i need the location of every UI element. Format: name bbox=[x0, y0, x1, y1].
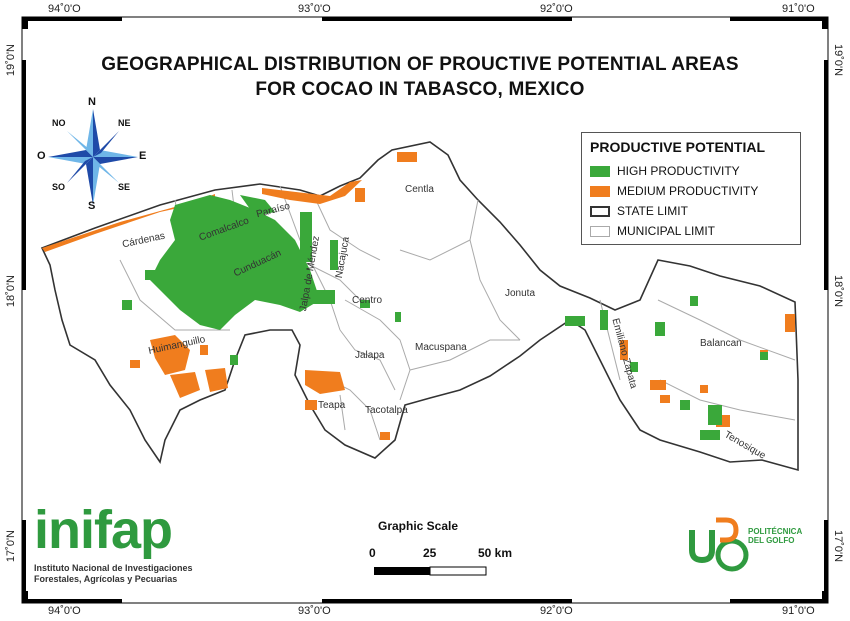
coord-bottom-92: 92˚0'O bbox=[540, 605, 573, 617]
compass-so: SO bbox=[52, 182, 66, 192]
upg-logo-graphic bbox=[689, 517, 749, 572]
compass-e: E bbox=[139, 150, 147, 162]
compass-no: NO bbox=[52, 118, 66, 128]
upg-logo-text: POLITÉCNICA DEL GOLFO bbox=[748, 527, 802, 545]
coord-bottom-91: 91˚0'O bbox=[782, 605, 815, 617]
coord-left-17: 17˚0'N bbox=[5, 530, 17, 563]
legend-swatch-municipal bbox=[590, 225, 610, 237]
compass-n: N bbox=[88, 96, 96, 108]
coord-bottom-93: 93˚0'O bbox=[298, 605, 331, 617]
medium-productivity-areas bbox=[42, 152, 795, 440]
coord-bottom-94: 94˚0'O bbox=[48, 605, 81, 617]
scale-bar bbox=[374, 566, 487, 576]
compass-rose-graphic bbox=[48, 109, 138, 205]
scale-label-0: 0 bbox=[369, 546, 376, 560]
coord-left-19: 19˚0'N bbox=[5, 44, 17, 77]
map-title-line1: GEOGRAPHICAL DISTRIBUTION OF PROUCTIVE P… bbox=[101, 54, 739, 75]
coord-top-94: 94˚0'O bbox=[48, 3, 81, 15]
legend-label-state: STATE LIMIT bbox=[617, 204, 688, 218]
town-centro: Centro bbox=[352, 295, 383, 306]
compass-se: SE bbox=[118, 182, 131, 192]
town-balancan: Balancan bbox=[700, 338, 742, 349]
coord-top-93: 93˚0'O bbox=[298, 3, 331, 15]
inifap-line2: Forestales, Agrícolas y Pecuarias bbox=[34, 574, 178, 584]
inifap-line1: Instituto Nacional de Investigaciones bbox=[34, 563, 193, 573]
legend-label-high: HIGH PRODUCTIVITY bbox=[617, 164, 740, 178]
town-macuspana: Macuspana bbox=[415, 342, 467, 353]
compass-ne: NE bbox=[118, 118, 131, 128]
scale-title: Graphic Scale bbox=[378, 519, 459, 533]
town-centla: Centla bbox=[405, 184, 434, 195]
municipal-limits bbox=[119, 185, 796, 441]
compass-o: O bbox=[37, 150, 46, 162]
scale-label-50: 50 km bbox=[478, 546, 513, 560]
legend-item-high: HIGH PRODUCTIVITY bbox=[590, 161, 792, 181]
legend: PRODUCTIVE POTENTIAL HIGH PRODUCTIVITY M… bbox=[581, 132, 801, 245]
scale-label-25: 25 bbox=[423, 546, 437, 560]
legend-swatch-high bbox=[590, 165, 610, 177]
inifap-logo: inifap bbox=[34, 500, 173, 560]
town-tacotalpa: Tacotalpa bbox=[365, 405, 408, 416]
legend-label-municipal: MUNICIPAL LIMIT bbox=[617, 224, 716, 238]
legend-item-municipal: MUNICIPAL LIMIT bbox=[590, 221, 792, 241]
map-title: GEOGRAPHICAL DISTRIBUTION OF PROUCTIVE P… bbox=[40, 52, 800, 102]
compass-s: S bbox=[88, 200, 96, 212]
map-title-line2: FOR COCAO IN TABASCO, MEXICO bbox=[255, 79, 585, 100]
town-jalapa: Jalapa bbox=[355, 350, 385, 361]
coord-right-19: 19˚0'N bbox=[832, 44, 844, 77]
coord-right-18: 18˚0'N bbox=[832, 275, 844, 308]
town-teapa: Teapa bbox=[318, 400, 346, 411]
legend-item-state: STATE LIMIT bbox=[590, 201, 792, 221]
legend-item-medium: MEDIUM PRODUCTIVITY bbox=[590, 181, 792, 201]
graticule-border bbox=[22, 17, 828, 603]
coord-top-92: 92˚0'O bbox=[540, 3, 573, 15]
town-jonuta: Jonuta bbox=[505, 288, 536, 299]
coord-right-17: 17˚0'N bbox=[832, 530, 844, 563]
legend-label-medium: MEDIUM PRODUCTIVITY bbox=[617, 184, 759, 198]
high-productivity-areas bbox=[122, 195, 768, 440]
legend-swatch-medium bbox=[590, 185, 610, 197]
legend-title: PRODUCTIVE POTENTIAL bbox=[590, 139, 766, 155]
coord-left-18: 18˚0'N bbox=[5, 275, 17, 308]
legend-swatch-state bbox=[590, 205, 610, 217]
coord-top-91: 91˚0'O bbox=[782, 3, 815, 15]
